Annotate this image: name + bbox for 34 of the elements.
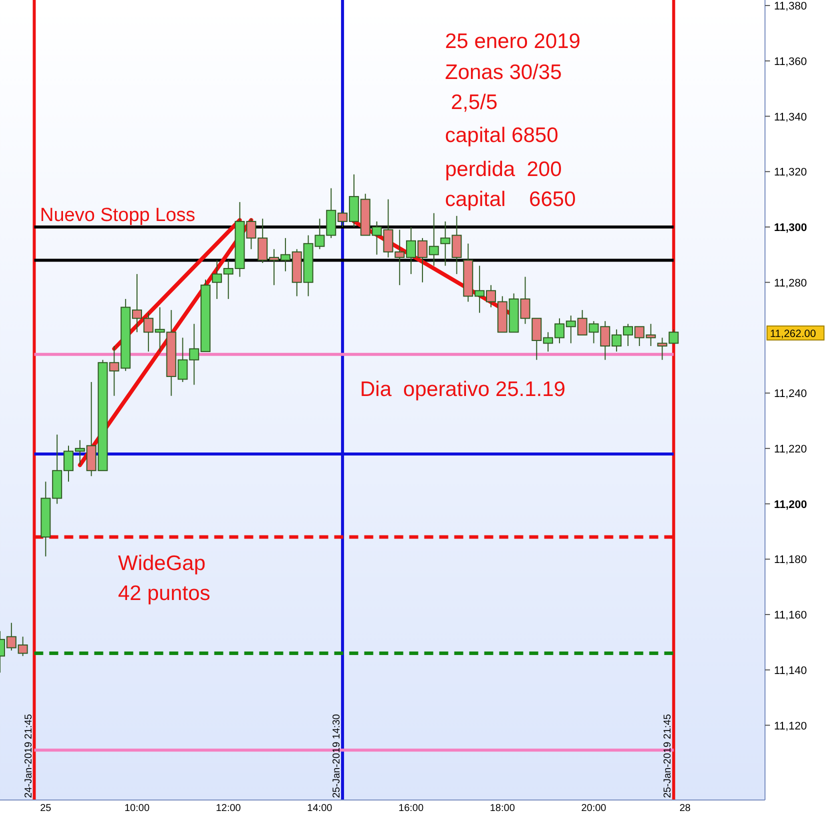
x-tick-label: 16:00 (398, 803, 424, 814)
x-tick-label: 10:00 (124, 803, 150, 814)
y-tick-label: 11,380 (774, 0, 807, 13)
text: 11,262.00 (770, 328, 816, 340)
annotation: 25 enero 2019 (445, 30, 580, 53)
y-tick-label: 11,280 (774, 277, 807, 290)
x-tick-label: 24-Jan-2019 21:45 (23, 714, 34, 798)
x-tick-label: 12:00 (216, 803, 242, 814)
x-tick-label: 14:00 (307, 803, 333, 814)
annotation: 2,5/5 (445, 91, 498, 114)
y-tick-label: 11,120 (774, 720, 807, 732)
y-tick-label: 11,180 (774, 554, 807, 566)
y-tick-label: 11,160 (774, 610, 807, 622)
y-tick-label: 11,220 (774, 443, 807, 456)
annotation: perdida 200 (445, 158, 562, 181)
ref-line-label: WideGap 42 puntos (118, 552, 210, 606)
ref-line-label: Nuevo Stopp Loss (40, 204, 196, 226)
x-tick-label: 25-Jan-2019 21:45 (662, 714, 674, 798)
x-tick-label: 25-Jan-2019 14:30 (332, 714, 343, 798)
y-tick-label: 11,340 (774, 111, 807, 124)
y-tick-label: 11,240 (774, 388, 807, 400)
y-tick-label: 11,320 (774, 166, 807, 179)
y-tick-label: 11,140 (774, 664, 807, 677)
y-tick-label: 11,300 (774, 222, 808, 234)
annotation: capital 6650 (445, 188, 576, 211)
y-tick-label: 11,200 (774, 498, 808, 511)
annotation: capital 6850 (445, 124, 558, 147)
x-tick-label: 20:00 (581, 803, 607, 814)
annotation: Dia operativo 25.1.19 (360, 378, 566, 401)
annotation: Zonas 30/35 (445, 61, 562, 84)
x-tick-label: 28 (680, 803, 692, 814)
y-tick-label: 11,360 (774, 56, 807, 68)
x-tick-label: 25 (40, 803, 52, 814)
x-tick-label: 18:00 (490, 803, 516, 814)
